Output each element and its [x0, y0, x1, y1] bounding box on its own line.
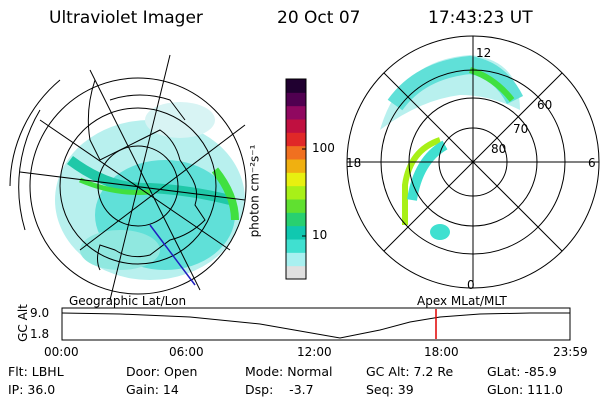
mlt-label-18: 18	[346, 156, 362, 170]
time-label: 17:43:23 UT	[428, 8, 533, 28]
colorbar-band	[286, 92, 306, 107]
mlat-label-70: 70	[513, 122, 529, 136]
magnetic-panel-label: Apex MLat/MLT	[417, 294, 507, 308]
geographic-panel-label: Geographic Lat/Lon	[69, 294, 187, 308]
colorbar-band	[286, 105, 306, 120]
colorbar-band	[286, 212, 306, 227]
mlt-label-12: 12	[476, 46, 492, 60]
colorbar-band	[286, 185, 306, 200]
mlt-label-6: 6	[588, 156, 596, 170]
aurora-image-magnetic	[380, 55, 524, 240]
geographic-map	[9, 54, 247, 301]
satellite-track	[149, 224, 196, 286]
info-mode: Mode: Normal	[245, 364, 333, 379]
info-dsp: Dsp: -3.7	[245, 382, 314, 397]
info-ip: IP: 36.0	[8, 382, 56, 397]
timeline-tick: 12:00	[297, 345, 332, 359]
info-glon: GLon: 111.0	[487, 382, 563, 397]
info-seq: Seq: 39	[366, 382, 414, 397]
instrument-title: Ultraviolet Imager	[49, 8, 203, 28]
colorbar-band	[286, 132, 306, 147]
mlat-label-60: 60	[537, 98, 553, 112]
colorbar	[286, 79, 306, 280]
colorbar-band	[286, 265, 306, 280]
info-glat: GLat: -85.9	[487, 364, 557, 379]
colorbar-band	[286, 79, 306, 93]
info-gcalt: GC Alt: 7.2 Re	[366, 364, 454, 379]
colorbar-tick-10: 10	[312, 228, 328, 242]
timeline-y-top: 9.0	[30, 306, 50, 320]
timeline-y-bottom: 1.8	[30, 327, 50, 341]
colorbar-unit-label: photon cm⁻²s⁻¹	[247, 144, 262, 238]
colorbar-band	[286, 239, 306, 253]
colorbar-band	[286, 199, 306, 213]
timeline-tick: 18:00	[424, 345, 459, 359]
timeline-tick: 23:59	[553, 345, 588, 359]
timeline-ylabel: GC Alt	[15, 304, 30, 342]
info-flt: Flt: LBHL	[8, 364, 64, 379]
colorbar-band	[286, 252, 306, 267]
mlt-label-0: 0	[467, 278, 475, 292]
colorbar-band	[286, 159, 306, 173]
colorbar-band	[286, 225, 306, 240]
info-door: Door: Open	[126, 364, 198, 379]
colorbar-band	[286, 119, 306, 133]
coastline	[87, 79, 206, 271]
date-label: 20 Oct 07	[277, 8, 361, 28]
mlat-mlt-map	[346, 35, 600, 289]
info-gain: Gain: 14	[126, 382, 179, 397]
colorbar-tick-100: 100	[312, 141, 335, 155]
colorbar-band	[286, 172, 306, 187]
altitude-timeline	[61, 307, 571, 341]
colorbar-band	[286, 145, 306, 160]
timeline-tick: 06:00	[169, 345, 204, 359]
mlat-label-80: 80	[491, 142, 507, 156]
timeline-tick: 00:00	[44, 345, 79, 359]
